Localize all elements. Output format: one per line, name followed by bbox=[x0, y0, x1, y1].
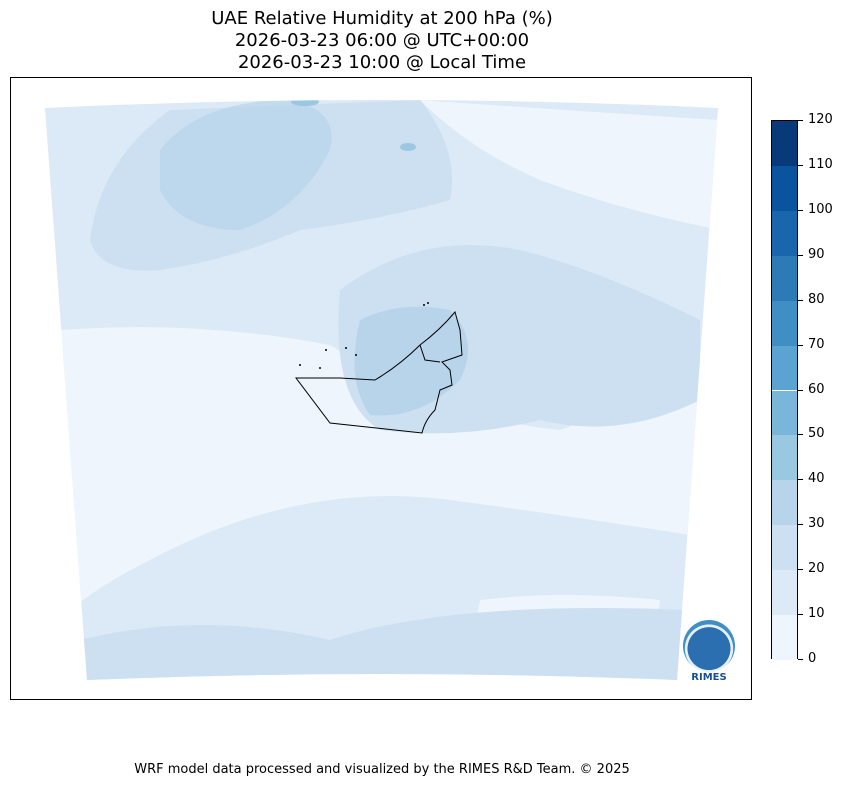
colorbar-tick bbox=[798, 344, 803, 346]
colorbar-tick bbox=[798, 434, 803, 436]
colorbar-tick-label: 110 bbox=[808, 156, 833, 172]
footer-credit: WRF model data processed and visualized … bbox=[134, 762, 630, 777]
colorbar-band bbox=[772, 615, 797, 660]
colorbar-tick bbox=[798, 479, 803, 481]
colorbar-band bbox=[772, 345, 797, 391]
colorbar-tick bbox=[798, 524, 803, 526]
colorbar-tick bbox=[798, 209, 803, 211]
band-30-40 bbox=[160, 100, 332, 230]
colorbar-band bbox=[772, 121, 797, 166]
colorbar-band bbox=[772, 210, 797, 256]
colorbar-band bbox=[772, 300, 797, 346]
colorbar-tick bbox=[798, 389, 803, 391]
colorbar-tick-label: 100 bbox=[808, 201, 833, 217]
islands bbox=[299, 302, 429, 369]
colorbar-tick bbox=[798, 614, 803, 616]
colorbar-tick-label: 40 bbox=[808, 471, 825, 487]
band-40-50 bbox=[400, 143, 416, 151]
chart-title: UAE Relative Humidity at 200 hPa (%) bbox=[211, 8, 553, 29]
colorbar-tick-label: 80 bbox=[808, 291, 825, 307]
colorbar-band bbox=[772, 255, 797, 301]
colorbar-tick-label: 90 bbox=[808, 246, 825, 262]
colorbar-tick-label: 10 bbox=[808, 606, 825, 622]
band-40-50 bbox=[291, 100, 319, 106]
logo-globe-icon bbox=[683, 620, 735, 672]
colorbar-tick bbox=[798, 299, 803, 301]
colorbar-tick-label: 50 bbox=[808, 426, 825, 442]
rimes-logo: RIMES bbox=[680, 620, 738, 686]
band-20-30 bbox=[80, 608, 690, 680]
oman-border bbox=[419, 344, 441, 363]
map-frame bbox=[10, 77, 752, 700]
colorbar-band bbox=[772, 165, 797, 211]
colorbar-tick bbox=[798, 569, 803, 571]
colorbar-band bbox=[772, 390, 797, 436]
colorbar-tick-label: 30 bbox=[808, 516, 825, 532]
colorbar-band bbox=[772, 525, 797, 571]
colorbar-band bbox=[772, 480, 797, 526]
colorbar-band bbox=[772, 435, 797, 481]
band-0-10 bbox=[60, 327, 718, 620]
band-30-40 bbox=[354, 306, 468, 416]
colorbar-band bbox=[772, 570, 797, 616]
colorbar-tick-label: 0 bbox=[808, 651, 817, 666]
colorbar-tick bbox=[798, 164, 803, 166]
colorbar-tick-label: 60 bbox=[808, 381, 825, 397]
local-time: 2026-03-23 10:00 @ Local Time bbox=[237, 52, 527, 73]
colorbar-tick bbox=[798, 254, 803, 256]
colorbar bbox=[771, 120, 798, 660]
band-0-10 bbox=[420, 100, 718, 230]
uae-border bbox=[294, 310, 463, 434]
colorbar-tick-label: 120 bbox=[808, 112, 833, 127]
logo-text: RIMES bbox=[691, 672, 727, 683]
colorbar-tick-label: 70 bbox=[808, 336, 825, 352]
utc-time: 2026-03-23 06:00 @ UTC+00:00 bbox=[234, 30, 530, 51]
colorbar-tick bbox=[798, 659, 803, 660]
colorbar-tick bbox=[798, 120, 803, 121]
colorbar-tick-label: 20 bbox=[808, 561, 825, 577]
